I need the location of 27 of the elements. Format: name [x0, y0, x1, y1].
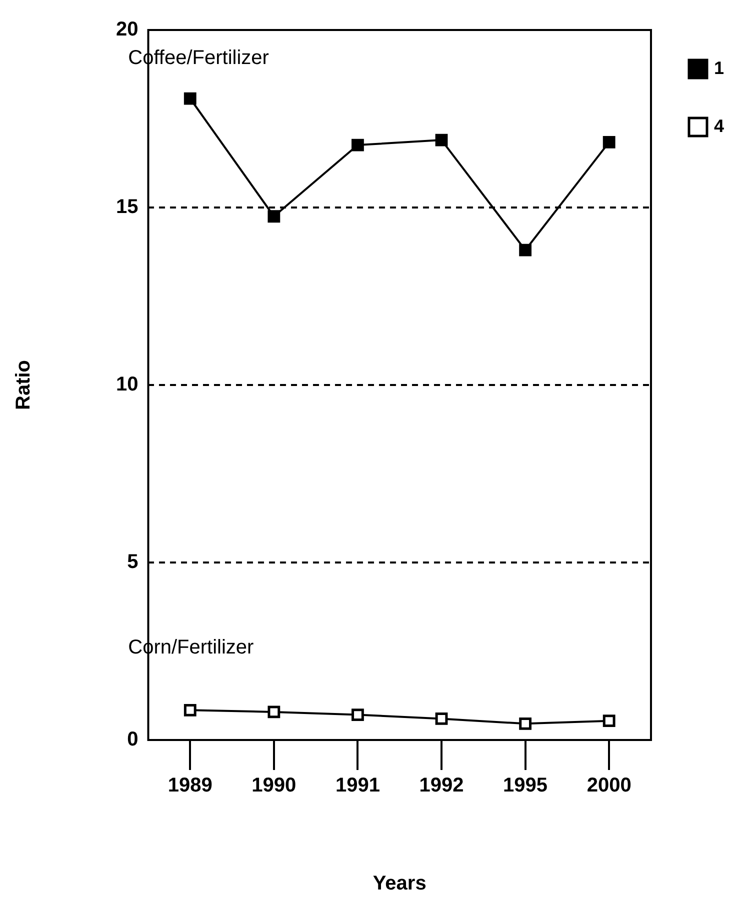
point [602, 136, 616, 148]
point [268, 706, 280, 718]
x-tick-label: 1992 [419, 774, 464, 797]
y-axis-title: Ratio [12, 360, 35, 410]
point [435, 134, 448, 146]
y-tick-label: 10 [116, 374, 138, 396]
y-tick-label: 0 [127, 728, 138, 751]
x-tick-label: 2000 [586, 774, 632, 797]
point [352, 138, 364, 152]
point [435, 712, 448, 725]
point [602, 714, 616, 728]
x-tick-label: 1995 [503, 774, 548, 797]
point [352, 708, 364, 721]
y-tick-label: 15 [116, 196, 138, 218]
point [519, 717, 532, 730]
legend-label: 4 [714, 116, 724, 136]
x-tick-label: 1989 [168, 774, 212, 797]
y-tick-label: 5 [127, 551, 138, 574]
legend-label: 1 [714, 58, 724, 78]
point [184, 92, 196, 105]
point [519, 244, 532, 256]
x-tick-label: 1991 [335, 774, 380, 797]
point [184, 704, 196, 716]
x-axis-title: Years [372, 872, 426, 895]
y-tick-label: 20 [116, 18, 138, 41]
x-tick-label: 1990 [252, 774, 296, 797]
point [268, 210, 280, 223]
